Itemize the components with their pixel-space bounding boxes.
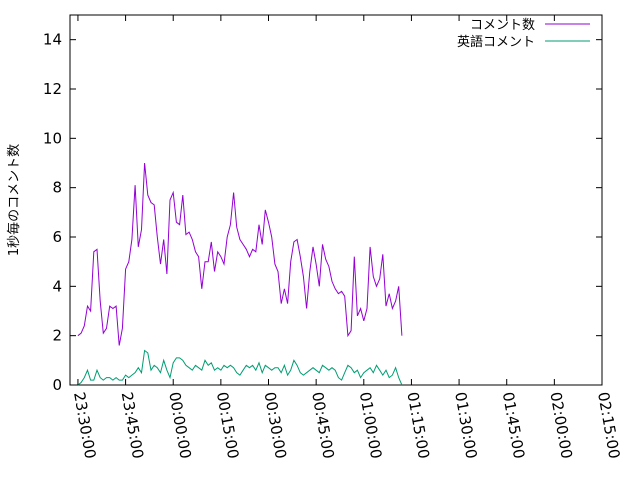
x-tick-label: 02:15:00 bbox=[594, 391, 623, 460]
y-tick-label: 2 bbox=[52, 327, 62, 345]
x-tick-label: 00:30:00 bbox=[261, 391, 290, 460]
y-tick-label: 8 bbox=[52, 179, 62, 197]
x-tick-label: 23:45:00 bbox=[118, 391, 147, 460]
axis-group: 0 2 4 6 8 10 12 14 23:30:00 23:45:00 00:00:00 00:15… bbox=[43, 15, 623, 460]
legend-label-1: コメント数 bbox=[470, 18, 535, 33]
y-tick-label: 12 bbox=[43, 80, 62, 98]
series-line-1 bbox=[77, 162, 403, 346]
x-tick-label: 01:00:00 bbox=[356, 391, 385, 460]
x-tick-label: 00:00:00 bbox=[165, 391, 194, 460]
x-tick-label: 02:00:00 bbox=[546, 391, 575, 460]
series-group bbox=[77, 162, 403, 386]
x-tick-label: 00:15:00 bbox=[213, 391, 242, 460]
y-tick-label: 4 bbox=[52, 277, 62, 295]
plot-frame-group bbox=[69, 14, 603, 386]
y-tick-label: 0 bbox=[52, 376, 62, 394]
y-tick-label: 14 bbox=[43, 31, 62, 49]
x-tick-label: 01:45:00 bbox=[499, 391, 528, 460]
x-tick-label: 23:30:00 bbox=[70, 391, 99, 460]
x-tick-label: 01:15:00 bbox=[403, 391, 432, 460]
legend-label-2: 英語コメント bbox=[457, 34, 535, 50]
y-axis-label: 1秒毎のコメント数 bbox=[6, 144, 22, 256]
y-tick-label: 6 bbox=[52, 228, 62, 246]
x-tick-label: 01:30:00 bbox=[451, 391, 480, 460]
x-tick-label: 00:45:00 bbox=[308, 391, 337, 460]
plot-border bbox=[69, 14, 603, 386]
y-tick-label: 10 bbox=[43, 129, 62, 147]
series-line-2 bbox=[77, 349, 403, 386]
